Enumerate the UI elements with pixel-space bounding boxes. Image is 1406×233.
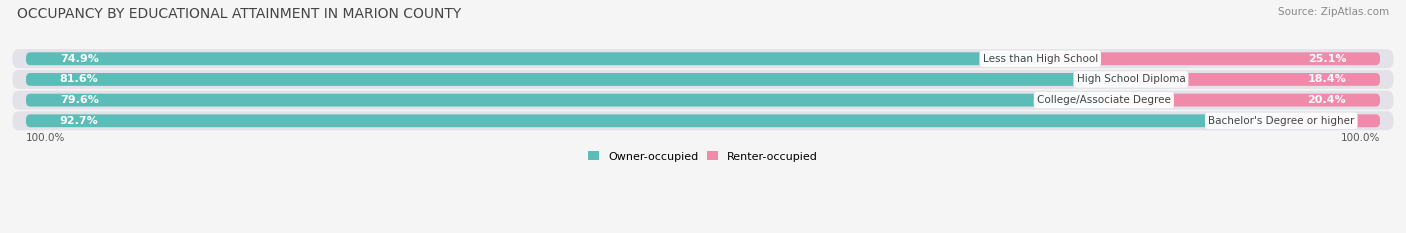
- Text: 79.6%: 79.6%: [59, 95, 98, 105]
- FancyBboxPatch shape: [25, 73, 1130, 86]
- FancyBboxPatch shape: [13, 111, 1393, 130]
- Text: 81.6%: 81.6%: [59, 74, 98, 84]
- FancyBboxPatch shape: [25, 94, 1104, 106]
- Text: Less than High School: Less than High School: [983, 54, 1098, 64]
- Text: High School Diploma: High School Diploma: [1077, 74, 1185, 84]
- FancyBboxPatch shape: [1130, 73, 1381, 86]
- FancyBboxPatch shape: [1104, 94, 1381, 106]
- FancyBboxPatch shape: [13, 49, 1393, 68]
- Text: Source: ZipAtlas.com: Source: ZipAtlas.com: [1278, 7, 1389, 17]
- FancyBboxPatch shape: [1281, 114, 1381, 127]
- FancyBboxPatch shape: [13, 70, 1393, 89]
- FancyBboxPatch shape: [13, 91, 1393, 110]
- Text: 92.7%: 92.7%: [59, 116, 98, 126]
- Text: OCCUPANCY BY EDUCATIONAL ATTAINMENT IN MARION COUNTY: OCCUPANCY BY EDUCATIONAL ATTAINMENT IN M…: [17, 7, 461, 21]
- Text: College/Associate Degree: College/Associate Degree: [1036, 95, 1171, 105]
- Legend: Owner-occupied, Renter-occupied: Owner-occupied, Renter-occupied: [583, 147, 823, 166]
- Text: 7.3%: 7.3%: [1316, 116, 1347, 126]
- Text: 100.0%: 100.0%: [1341, 133, 1381, 143]
- FancyBboxPatch shape: [25, 114, 1281, 127]
- Text: 18.4%: 18.4%: [1308, 74, 1347, 84]
- Text: 100.0%: 100.0%: [25, 133, 65, 143]
- Text: 20.4%: 20.4%: [1308, 95, 1347, 105]
- FancyBboxPatch shape: [25, 52, 1040, 65]
- Text: 25.1%: 25.1%: [1308, 54, 1347, 64]
- Text: Bachelor's Degree or higher: Bachelor's Degree or higher: [1208, 116, 1354, 126]
- FancyBboxPatch shape: [1040, 52, 1381, 65]
- Text: 74.9%: 74.9%: [59, 54, 98, 64]
